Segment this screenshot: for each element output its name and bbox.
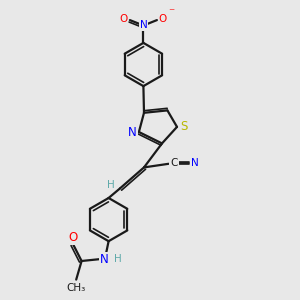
Text: CH₃: CH₃ <box>66 283 85 293</box>
Text: N: N <box>140 20 147 30</box>
Text: O: O <box>119 14 128 24</box>
Text: O: O <box>68 231 77 244</box>
Text: N: N <box>100 253 109 266</box>
Text: H: H <box>106 180 114 190</box>
Text: C: C <box>170 158 178 168</box>
Text: S: S <box>180 120 187 133</box>
Text: N: N <box>191 158 199 168</box>
Text: O: O <box>159 14 167 24</box>
Text: ⁻: ⁻ <box>168 6 174 19</box>
Text: N: N <box>128 126 137 139</box>
Text: H: H <box>114 254 122 264</box>
